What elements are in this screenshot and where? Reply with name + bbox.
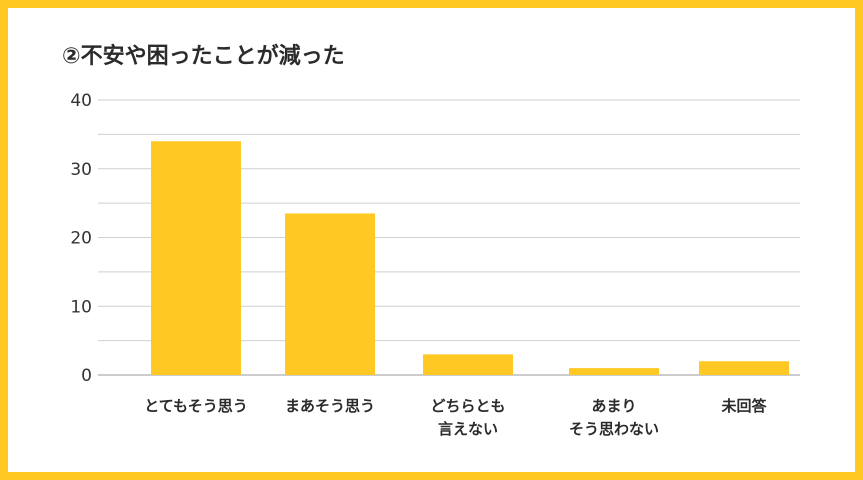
y-tick-label: 30 [70,160,92,180]
x-category-label: あまり [591,397,636,415]
bar [699,361,789,375]
bar [151,141,241,375]
x-category-label: どちらとも [430,397,505,415]
y-tick-label: 10 [70,297,92,317]
bar [569,368,659,375]
x-category-label: まあそう思う [285,397,375,415]
x-category-label: とてもそう思う [144,397,248,415]
y-tick-label: 0 [81,366,92,386]
x-category-label: 未回答 [720,397,767,415]
bar [423,354,513,375]
x-category-label: そう思わない [569,420,659,438]
y-axis-ticks: 0 10 20 30 40 [70,91,92,386]
x-category-label: 言えない [438,420,498,438]
bar [285,213,375,375]
chart-title: ②不安や困ったことが減った [62,44,345,69]
y-tick-label: 20 [70,229,92,249]
bars [151,141,789,375]
y-tick-label: 40 [70,91,92,111]
